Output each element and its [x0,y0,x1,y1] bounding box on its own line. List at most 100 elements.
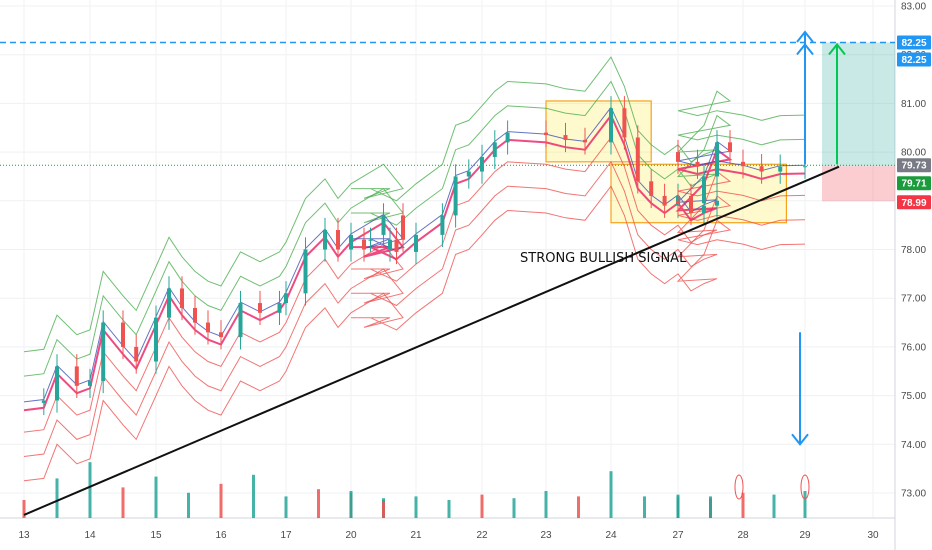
candle-body [715,200,719,206]
candle-body [728,142,732,153]
price-badge-label: 78.99 [901,198,926,209]
x-tick-label: 16 [215,530,227,541]
candle-body [167,288,171,318]
x-tick-label: 15 [150,530,162,541]
candle-body [381,215,386,235]
volume-highlight [800,474,810,500]
candle-body [154,317,158,362]
y-tick-label: 73.00 [901,489,926,500]
annotation-text: STRONG BULLISH SIGNAL [520,251,687,266]
candle-body [206,322,210,333]
candle-body [238,303,243,338]
x-tick-label: 27 [672,530,684,541]
volume-bar [414,496,418,518]
candle-body [563,135,568,140]
y-tick-label: 75.00 [901,391,926,402]
x-tick-label: 24 [605,530,617,541]
candle-body [715,161,719,167]
candle-body [388,239,392,250]
price-badge-label: 79.73 [901,161,926,172]
candle-body [583,139,587,143]
candle-body [480,156,484,172]
volume-bar [154,476,158,518]
candle-body [649,181,654,196]
x-tick-label: 23 [540,530,552,541]
volume-bar [709,496,712,518]
envelope-band [23,185,806,482]
candle-body [219,332,223,338]
envelope-band [23,160,806,457]
volume-bar [349,492,353,518]
candle-body [741,161,745,167]
y-tick-label: 78.00 [901,245,926,256]
candle-body [368,239,373,241]
candle-body [689,195,693,213]
x-tick-label: 20 [345,530,357,541]
volume-bar [544,491,548,518]
price-badge [897,52,931,67]
candle-body [134,346,139,362]
candle-body [277,303,282,313]
candle-body [695,161,700,167]
x-tick-label: 13 [18,530,30,541]
candle-body [303,249,308,294]
y-tick-label: 81.00 [901,99,926,110]
candle-body [258,303,262,313]
volume-bar [447,500,451,518]
candle-body [349,239,353,241]
volume-bar [187,492,190,518]
candle-body [609,108,613,143]
candle-body [414,234,418,252]
trendline [23,165,840,516]
candle-body [453,176,458,216]
y-tick-label: 80.00 [901,148,926,159]
x-tick-label: 28 [737,530,749,541]
volume-bar [382,501,385,518]
volume-highlight [734,474,744,500]
candle-body [622,108,627,138]
volume-bar [252,474,255,518]
x-tick-label: 22 [476,530,488,541]
candle-body [55,366,59,401]
y-tick-label: 76.00 [901,342,926,353]
candle-body [702,176,706,204]
volume-bar [803,491,807,518]
candle-body [759,166,764,172]
volume-bar [317,489,320,518]
candle-body [676,200,680,204]
x-tick-label: 29 [799,530,811,541]
candle-body [74,366,79,386]
candle-body [323,230,327,250]
candle-body [635,137,640,182]
volume-bar [88,462,92,518]
candle-body [401,215,405,240]
candle-body [193,307,197,323]
profit-zone [822,42,895,167]
volume-bar [284,496,288,518]
candle-body [362,239,366,250]
down-arrow-blue-head [791,433,809,446]
candle-body [440,215,445,235]
x-tick-label: 21 [410,530,422,541]
price-badge-label: 82.25 [901,38,926,49]
candle-body [492,142,497,157]
volume-bar [121,487,125,518]
candle-body [41,400,46,403]
candle-body [676,152,680,162]
candle-body [180,288,184,308]
candle-body [121,322,125,347]
x-tick-label: 17 [280,530,292,541]
volume-bar [22,500,26,518]
volume-bar [609,471,613,518]
volume-bar [512,498,516,518]
envelope-band [23,56,806,353]
x-tick-label: 30 [867,530,879,541]
volume-bar [643,496,646,518]
loss-zone [822,166,895,202]
volume-bar [772,494,776,518]
price-badge [897,176,931,191]
candle-body [505,132,510,143]
